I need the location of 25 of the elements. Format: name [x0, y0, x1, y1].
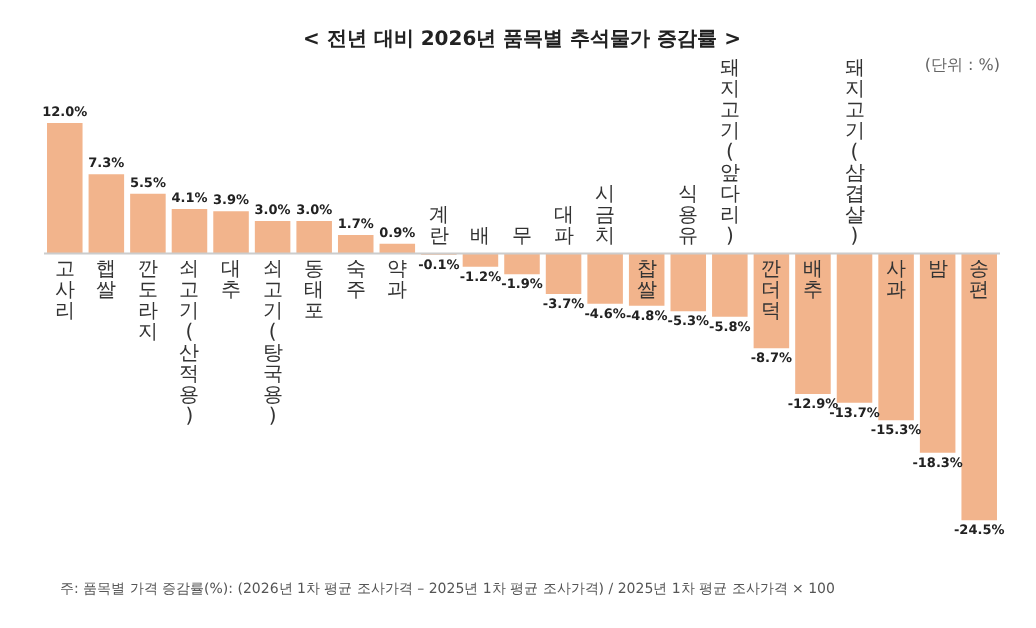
x-tick-label: 쇠고기(탕국용) — [262, 258, 283, 428]
x-tick-label: 배 — [470, 225, 491, 248]
category-label: 돼지고기(삼겹살) — [844, 57, 865, 248]
x-tick-label: 동태포 — [304, 258, 325, 323]
x-tick-label: 배추 — [802, 258, 823, 302]
chart-title: < 전년 대비 2026년 품목별 추석물가 증감률 > — [303, 29, 741, 52]
x-tick-label: 햅쌀 — [96, 258, 117, 302]
x-tick-label: 쇠고기(산적용) — [179, 258, 200, 428]
category-label: 돼지고기(앞다리) — [719, 57, 740, 248]
x-tick-label: 식용유 — [678, 183, 699, 248]
x-tick-label: 깐더덕 — [761, 258, 782, 323]
x-tick-label: 사과 — [886, 258, 907, 302]
x-tick-label: 찹쌀 — [636, 258, 657, 302]
x-tick-label: 송편 — [969, 258, 990, 302]
x-tick-label: 약과 — [387, 258, 408, 302]
chart-subtitle: (단위 : %) — [924, 55, 1000, 74]
x-tick-label: 계란 — [428, 204, 449, 248]
x-tick-label: 숙주 — [345, 258, 366, 302]
x-tick-label: 무 — [512, 225, 532, 248]
x-tick-label: 대추 — [221, 258, 242, 302]
x-tick-label: 고사리 — [54, 258, 75, 323]
x-tick-label: 깐도라지 — [137, 258, 158, 344]
x-tick-label: 시금치 — [595, 183, 616, 248]
x-tick-label: 밤 — [927, 258, 948, 281]
x-tick-label: 대파 — [553, 204, 574, 248]
